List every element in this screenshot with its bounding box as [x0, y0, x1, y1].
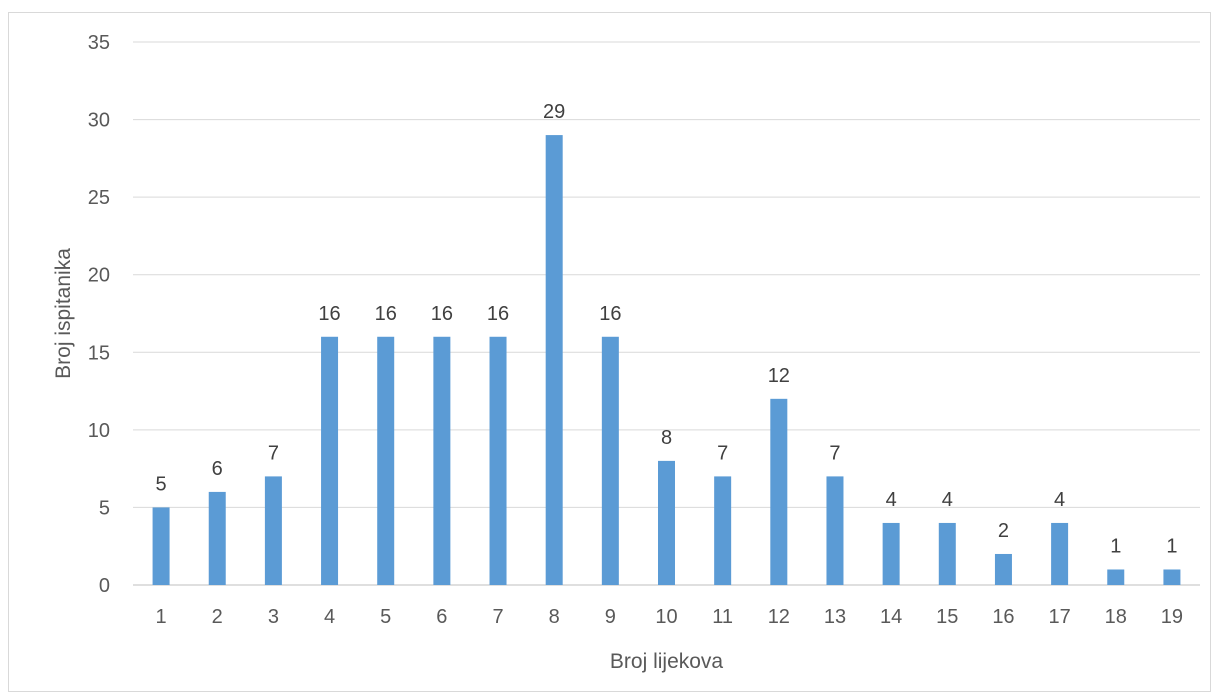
data-label: 4 — [942, 489, 953, 511]
bar — [882, 522, 900, 585]
x-tick-label: 10 — [655, 606, 677, 628]
bar — [658, 460, 675, 585]
bar — [433, 336, 451, 585]
data-label: 29 — [543, 101, 565, 123]
x-tick-label: 2 — [212, 606, 223, 628]
x-tick-label: 1 — [156, 606, 167, 628]
x-tick-label: 8 — [549, 606, 560, 628]
bar — [208, 491, 226, 585]
bar — [714, 476, 732, 585]
bar — [601, 336, 619, 585]
data-label: 2 — [998, 520, 1009, 542]
y-tick-label: 5 — [99, 497, 110, 519]
data-label: 16 — [318, 303, 340, 325]
y-tick-label: 30 — [88, 110, 110, 132]
bar — [770, 398, 788, 585]
data-label: 4 — [1054, 489, 1065, 511]
bar — [1107, 569, 1125, 585]
y-axis-title: Broj ispitanika — [52, 248, 75, 379]
data-label: 5 — [156, 473, 167, 495]
bar — [321, 336, 339, 585]
x-tick-label: 16 — [992, 606, 1014, 628]
y-tick-label: 0 — [99, 575, 110, 597]
x-tick-label: 7 — [492, 606, 503, 628]
data-label: 7 — [829, 442, 840, 464]
x-tick-label: 19 — [1161, 606, 1183, 628]
bar — [938, 522, 956, 585]
data-label: 1 — [1110, 535, 1121, 557]
data-label: 7 — [717, 442, 728, 464]
bar — [377, 336, 395, 585]
data-labels: 5 6 7 16 16 16 16 29 16 8 7 12 7 4 4 2 4 1 1 — [156, 101, 1178, 557]
bar — [826, 476, 844, 585]
x-tick-label: 11 — [712, 606, 733, 628]
x-tick-label: 5 — [380, 606, 391, 628]
bar — [1163, 569, 1181, 585]
bar — [545, 135, 563, 586]
x-tick-label: 4 — [324, 606, 335, 628]
y-tick-labels: 0 5 10 15 20 25 30 35 — [88, 32, 110, 597]
y-tick-label: 35 — [88, 32, 110, 54]
y-tick-label: 10 — [88, 420, 110, 442]
x-tick-label: 9 — [605, 606, 616, 628]
x-tick-label: 12 — [768, 606, 790, 628]
y-tick-label: 15 — [88, 342, 110, 364]
data-label: 1 — [1166, 535, 1177, 557]
data-label: 16 — [375, 303, 397, 325]
bar — [264, 476, 282, 585]
data-label: 8 — [661, 427, 672, 449]
data-label: 4 — [886, 489, 897, 511]
x-tick-labels: 1 2 3 4 5 6 7 8 9 10 11 12 13 14 15 16 17 18 19 — [156, 606, 1184, 628]
x-tick-label: 14 — [880, 606, 902, 628]
data-label: 12 — [768, 365, 790, 387]
x-axis-title: Broj lijekova — [610, 650, 724, 673]
data-label: 16 — [599, 303, 621, 325]
data-label: 6 — [212, 458, 223, 480]
x-tick-label: 18 — [1105, 606, 1127, 628]
x-tick-label: 13 — [824, 606, 846, 628]
bar — [994, 553, 1012, 585]
bar — [489, 336, 507, 585]
bar — [1051, 522, 1069, 585]
x-tick-label: 15 — [936, 606, 958, 628]
x-tick-label: 6 — [436, 606, 447, 628]
x-tick-label: 17 — [1048, 606, 1070, 628]
data-label: 7 — [268, 442, 279, 464]
data-label: 16 — [431, 303, 453, 325]
x-tick-label: 3 — [268, 606, 279, 628]
bars — [152, 135, 1181, 586]
y-tick-label: 25 — [88, 187, 110, 209]
y-tick-label: 20 — [88, 265, 110, 287]
bar — [152, 507, 170, 585]
data-label: 16 — [487, 303, 509, 325]
